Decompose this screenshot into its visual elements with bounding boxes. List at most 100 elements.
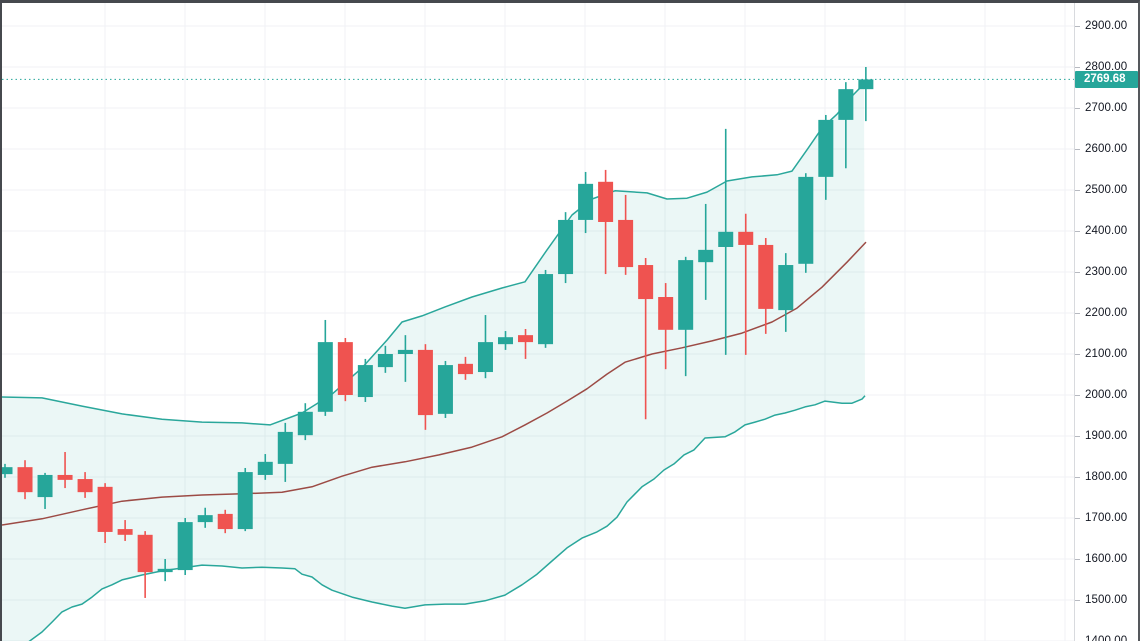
price-axis-label-text: 1700.00: [1085, 512, 1128, 524]
price-axis-tick: [1075, 107, 1080, 109]
price-axis-label-text: 1400.00: [1085, 635, 1128, 641]
candle-body-up: [317, 342, 333, 412]
price-axis-label-text: 2100.00: [1085, 348, 1128, 360]
candle-body-down: [77, 479, 93, 493]
price-axis-tick: [1075, 476, 1080, 478]
price-axis-label: 1900.00: [1075, 429, 1127, 443]
price-axis-tick: [1075, 271, 1080, 273]
candle-body-up: [718, 231, 734, 247]
candle-body-down: [457, 363, 473, 375]
candle-body-down: [337, 342, 353, 395]
bollinger-middle-line: [2, 241, 867, 526]
candle-body-up: [397, 349, 413, 354]
price-axis-label: 2300.00: [1075, 265, 1127, 279]
candle-body-down: [618, 219, 634, 268]
chart-pane[interactable]: [2, 3, 1074, 641]
candle-body-up: [157, 568, 173, 573]
candle-body-up: [678, 260, 694, 330]
candle-body-down: [97, 486, 113, 532]
price-axis-tick: [1075, 394, 1080, 396]
candle-body-up: [477, 342, 493, 373]
price-axis-label-text: 2600.00: [1085, 143, 1128, 155]
candlestick-chart-canvas[interactable]: [2, 3, 1074, 641]
candle-body-up: [818, 119, 834, 177]
candle-body-up: [297, 411, 313, 436]
bollinger-band-fill: [2, 83, 865, 641]
price-axis-label-text: 1500.00: [1085, 594, 1128, 606]
price-axis-label-text: 1800.00: [1085, 471, 1128, 483]
candle-body-up: [257, 461, 273, 475]
price-axis-label: 2400.00: [1075, 224, 1127, 238]
price-axis-label: 2800.00: [1075, 60, 1127, 74]
bollinger-upper-line: [2, 83, 865, 426]
price-axis-label-text: 2200.00: [1085, 307, 1128, 319]
price-axis-label-text: 2700.00: [1085, 102, 1128, 114]
price-axis-label: 1500.00: [1075, 593, 1127, 607]
candle-body-down: [57, 474, 73, 480]
candle-body-down: [117, 529, 133, 535]
price-axis-tick: [1075, 312, 1080, 314]
candle-body-up: [197, 515, 213, 523]
candle-body-down: [417, 349, 433, 416]
candle-body-up: [698, 249, 714, 263]
candle-body-down: [137, 534, 153, 573]
current-price-value: 2769.68: [1084, 73, 1126, 86]
price-axis-label: 1400.00: [1075, 634, 1127, 641]
price-axis-label-text: 1600.00: [1085, 553, 1128, 565]
price-axis-label: 2600.00: [1075, 142, 1127, 156]
price-axis-label-text: 2800.00: [1085, 61, 1128, 73]
price-axis-label: 1600.00: [1075, 552, 1127, 566]
bollinger-lower-line: [28, 395, 866, 641]
candle-body-down: [217, 513, 233, 530]
candle-body-up: [538, 274, 554, 345]
price-axis-tick: [1075, 435, 1080, 437]
candle-body-up: [838, 89, 854, 120]
price-axis-tick: [1075, 25, 1080, 27]
candle-body-up: [177, 522, 193, 571]
price-axis-label: 2900.00: [1075, 19, 1127, 33]
candle-body-up: [357, 365, 373, 398]
candle-body-up: [778, 265, 794, 311]
price-axis-label: 2200.00: [1075, 306, 1127, 320]
candle-body-up: [798, 176, 814, 264]
candle-body-up: [578, 183, 594, 220]
price-axis-label: 2500.00: [1075, 183, 1127, 197]
current-price-badge: 2769.68: [1075, 70, 1138, 88]
candle-body-up: [558, 219, 574, 275]
candle-body-up: [858, 79, 874, 90]
candle-body-up: [237, 472, 253, 530]
candle-body-up: [37, 474, 53, 498]
candle-body-down: [738, 231, 754, 245]
candle-body-down: [518, 335, 534, 343]
candle-body-down: [638, 265, 654, 300]
candle-body-down: [17, 467, 33, 493]
price-axis-separator: [1074, 3, 1075, 641]
price-axis-label-text: 2400.00: [1085, 225, 1128, 237]
price-axis-label: 2700.00: [1075, 101, 1127, 115]
price-axis-label-text: 2000.00: [1085, 389, 1128, 401]
price-axis-label-text: 2900.00: [1085, 20, 1128, 32]
price-axis-tick: [1075, 353, 1080, 355]
candle-body-down: [758, 244, 774, 309]
price-axis-label: 2000.00: [1075, 388, 1127, 402]
price-axis-tick: [1075, 148, 1080, 150]
candle-body-up: [437, 365, 453, 414]
price-axis-tick: [1075, 189, 1080, 191]
price-axis-label: 2100.00: [1075, 347, 1127, 361]
price-axis-label: 1700.00: [1075, 511, 1127, 525]
price-axis-tick: [1075, 230, 1080, 232]
price-axis-label-text: 2500.00: [1085, 184, 1128, 196]
candle-body-up: [277, 431, 293, 464]
price-axis-label: 1800.00: [1075, 470, 1127, 484]
candle-body-up: [377, 354, 393, 368]
price-axis[interactable]: 2769.68 2900.00 2800.00 2700.00 2600.00 2500…: [1075, 3, 1138, 641]
candle-body-down: [658, 297, 674, 330]
candle-body-down: [598, 181, 614, 222]
price-axis-label-text: 2300.00: [1085, 266, 1128, 278]
candle-body-up: [498, 337, 513, 345]
candle-body-up: [2, 467, 13, 475]
price-axis-tick: [1075, 558, 1080, 560]
price-axis-tick: [1075, 599, 1080, 601]
price-axis-label-text: 1900.00: [1085, 430, 1128, 442]
